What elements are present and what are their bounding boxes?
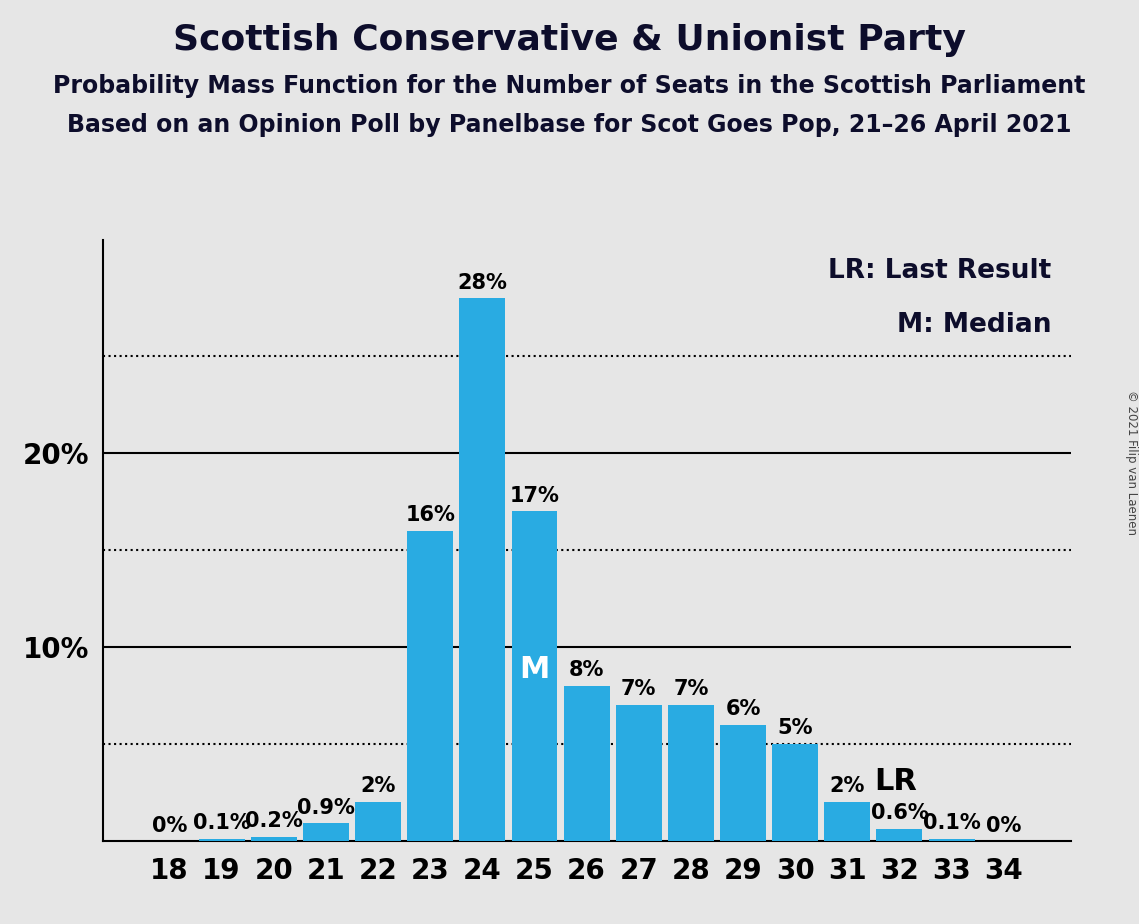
Text: 0.6%: 0.6% [870,803,928,823]
Bar [251,837,296,841]
Text: 2%: 2% [360,776,395,796]
Text: 7%: 7% [621,679,656,699]
Text: M: M [519,655,550,684]
Bar [303,823,349,841]
Bar [772,744,818,841]
Text: LR: LR [875,767,917,796]
Text: Probability Mass Function for the Number of Seats in the Scottish Parliament: Probability Mass Function for the Number… [54,74,1085,98]
Text: 28%: 28% [458,273,507,293]
Text: 0%: 0% [986,816,1022,836]
Text: 5%: 5% [778,718,813,738]
Bar [877,829,923,841]
Bar [616,705,662,841]
Bar [408,531,453,841]
Text: 16%: 16% [405,505,456,525]
Text: Scottish Conservative & Unionist Party: Scottish Conservative & Unionist Party [173,23,966,57]
Text: 2%: 2% [829,776,865,796]
Text: 0.2%: 0.2% [245,811,303,832]
Text: M: Median: M: Median [896,312,1051,338]
Text: 0.1%: 0.1% [923,813,981,833]
Bar [720,724,765,841]
Bar [511,512,557,841]
Text: 8%: 8% [568,660,605,680]
Bar [355,802,401,841]
Bar [198,839,245,841]
Text: 0.9%: 0.9% [297,797,355,818]
Text: LR: Last Result: LR: Last Result [828,259,1051,285]
Text: 6%: 6% [726,699,761,719]
Text: 0%: 0% [151,816,187,836]
Bar [564,686,609,841]
Text: 17%: 17% [509,486,559,505]
Bar [667,705,714,841]
Text: 0.1%: 0.1% [192,813,251,833]
Text: 7%: 7% [673,679,708,699]
Text: © 2021 Filip van Laenen: © 2021 Filip van Laenen [1124,390,1138,534]
Text: Based on an Opinion Poll by Panelbase for Scot Goes Pop, 21–26 April 2021: Based on an Opinion Poll by Panelbase fo… [67,113,1072,137]
Bar [825,802,870,841]
Bar [459,298,506,841]
Bar [928,839,975,841]
